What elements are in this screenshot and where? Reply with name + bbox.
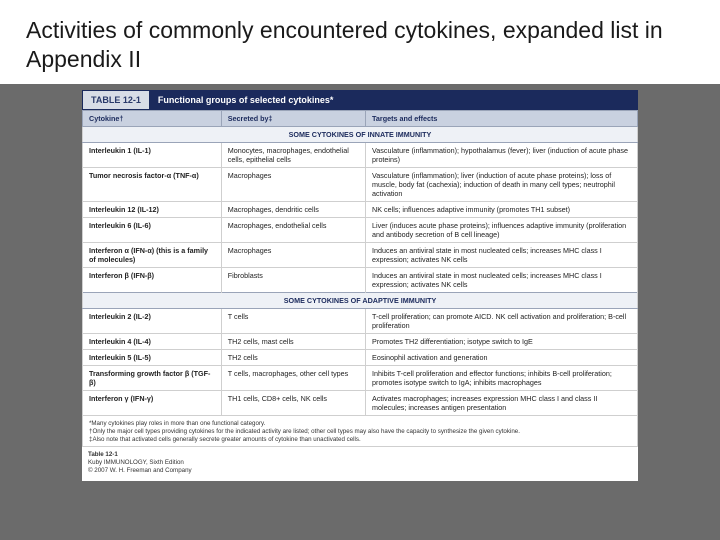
table-footnotes: *Many cytokines play roles in more than … xyxy=(82,416,638,447)
table-row: Interleukin 12 (IL-12)Macrophages, dendr… xyxy=(83,201,638,217)
table-header-bar: TABLE 12-1 Functional groups of selected… xyxy=(82,90,638,110)
footnote-line: *Many cytokines play roles in more than … xyxy=(89,420,631,428)
table-title: Functional groups of selected cytokines* xyxy=(149,90,638,110)
table-caption: Table 12-1 Kuby IMMUNOLOGY, Sixth Editio… xyxy=(82,447,638,481)
cell-targets: Inhibits T-cell proliferation and effect… xyxy=(366,365,638,390)
cell-targets: Promotes TH2 differentiation; isotype sw… xyxy=(366,333,638,349)
table-row: Interleukin 4 (IL-4)TH2 cells, mast cell… xyxy=(83,333,638,349)
slide-title: Activities of commonly encountered cytok… xyxy=(26,16,694,74)
cell-secreted: T cells xyxy=(221,308,365,333)
cell-secreted: T cells, macrophages, other cell types xyxy=(221,365,365,390)
cell-secreted: TH2 cells xyxy=(221,349,365,365)
cell-secreted: Macrophages, endothelial cells xyxy=(221,217,365,242)
cell-cytokine: Interleukin 2 (IL-2) xyxy=(83,308,222,333)
table-row: Interleukin 1 (IL-1)Monocytes, macrophag… xyxy=(83,142,638,167)
cell-cytokine: Interleukin 6 (IL-6) xyxy=(83,217,222,242)
cell-cytokine: Interferon α (IFN-α) (this is a family o… xyxy=(83,242,222,267)
cell-cytokine: Interleukin 1 (IL-1) xyxy=(83,142,222,167)
table-row: Transforming growth factor β (TGF-β)T ce… xyxy=(83,365,638,390)
table-row: Interferon α (IFN-α) (this is a family o… xyxy=(83,242,638,267)
cell-secreted: TH1 cells, CD8+ cells, NK cells xyxy=(221,390,365,415)
cell-targets: Induces an antiviral state in most nucle… xyxy=(366,242,638,267)
cell-cytokine: Interferon β (IFN-β) xyxy=(83,267,222,292)
col-targets: Targets and effects xyxy=(366,110,638,126)
caption-label: Table 12-1 xyxy=(88,451,118,458)
cell-cytokine: Interferon γ (IFN-γ) xyxy=(83,390,222,415)
table-figure: TABLE 12-1 Functional groups of selected… xyxy=(82,90,638,481)
table-row: Interferon γ (IFN-γ)TH1 cells, CD8+ cell… xyxy=(83,390,638,415)
cell-cytokine: Interleukin 5 (IL-5) xyxy=(83,349,222,365)
cell-cytokine: Interleukin 12 (IL-12) xyxy=(83,201,222,217)
slide: Activities of commonly encountered cytok… xyxy=(0,0,720,540)
cell-secreted: Macrophages xyxy=(221,242,365,267)
cell-cytokine: Tumor necrosis factor-α (TNF-α) xyxy=(83,167,222,201)
cell-targets: Induces an antiviral state in most nucle… xyxy=(366,267,638,292)
table-number: TABLE 12-1 xyxy=(82,90,149,110)
section-heading-row: SOME CYTOKINES OF INNATE IMMUNITY xyxy=(83,126,638,142)
section-heading: SOME CYTOKINES OF INNATE IMMUNITY xyxy=(83,126,638,142)
cell-secreted: Macrophages xyxy=(221,167,365,201)
table-body: SOME CYTOKINES OF INNATE IMMUNITYInterle… xyxy=(83,126,638,415)
caption-source: Kuby IMMUNOLOGY, Sixth Edition xyxy=(88,459,184,466)
cell-cytokine: Interleukin 4 (IL-4) xyxy=(83,333,222,349)
table-row: Tumor necrosis factor-α (TNF-α)Macrophag… xyxy=(83,167,638,201)
cell-targets: T-cell proliferation; can promote AICD. … xyxy=(366,308,638,333)
section-heading-row: SOME CYTOKINES OF ADAPTIVE IMMUNITY xyxy=(83,292,638,308)
cell-secreted: Monocytes, macrophages, endothelial cell… xyxy=(221,142,365,167)
cell-secreted: TH2 cells, mast cells xyxy=(221,333,365,349)
cell-targets: Liver (induces acute phase proteins); in… xyxy=(366,217,638,242)
cell-targets: Vasculature (inflammation); hypothalamus… xyxy=(366,142,638,167)
cell-secreted: Macrophages, dendritic cells xyxy=(221,201,365,217)
table-row: Interleukin 5 (IL-5)TH2 cellsEosinophil … xyxy=(83,349,638,365)
title-block: Activities of commonly encountered cytok… xyxy=(0,0,720,84)
footnote-line: †Only the major cell types providing cyt… xyxy=(89,428,631,436)
table-row: Interleukin 6 (IL-6)Macrophages, endothe… xyxy=(83,217,638,242)
cell-targets: Eosinophil activation and generation xyxy=(366,349,638,365)
cell-targets: Activates macrophages; increases express… xyxy=(366,390,638,415)
col-cytokine: Cytokine† xyxy=(83,110,222,126)
cell-secreted: Fibroblasts xyxy=(221,267,365,292)
cytokine-table: Cytokine† Secreted by‡ Targets and effec… xyxy=(82,110,638,416)
footnote-line: ‡Also note that activated cells generall… xyxy=(89,436,631,444)
cell-targets: Vasculature (inflammation); liver (induc… xyxy=(366,167,638,201)
column-header-row: Cytokine† Secreted by‡ Targets and effec… xyxy=(83,110,638,126)
cell-targets: NK cells; influences adaptive immunity (… xyxy=(366,201,638,217)
table-row: Interleukin 2 (IL-2)T cellsT-cell prolif… xyxy=(83,308,638,333)
caption-copyright: © 2007 W. H. Freeman and Company xyxy=(88,467,192,474)
table-row: Interferon β (IFN-β)FibroblastsInduces a… xyxy=(83,267,638,292)
cell-cytokine: Transforming growth factor β (TGF-β) xyxy=(83,365,222,390)
section-heading: SOME CYTOKINES OF ADAPTIVE IMMUNITY xyxy=(83,292,638,308)
col-secreted: Secreted by‡ xyxy=(221,110,365,126)
